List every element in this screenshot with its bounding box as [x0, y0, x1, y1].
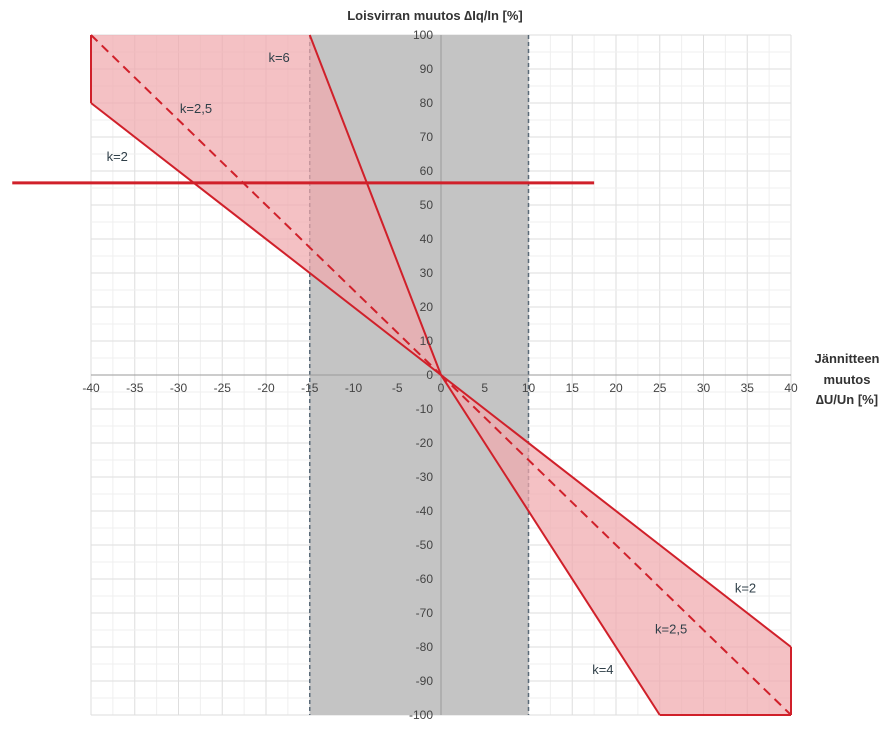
y-tick-label: -30	[416, 470, 434, 484]
annotation-label: k=2,5	[180, 101, 212, 116]
series-line-3	[90, 34, 442, 376]
x-tick-label: 0	[438, 381, 445, 395]
x-tick-label: -15	[301, 381, 319, 395]
x-tick-label: 5	[481, 381, 488, 395]
series-line-5	[440, 374, 661, 716]
annotations: k=6 k=2,5 k=2 k=2 k=2,5 k=4	[107, 50, 757, 677]
y-tick-label: -80	[416, 640, 434, 654]
x-tick-label: -35	[126, 381, 144, 395]
y-tick-label: 80	[420, 96, 434, 110]
y-tick-label: -60	[416, 572, 434, 586]
series-line-4	[440, 374, 792, 648]
y-tick-label: -40	[416, 504, 434, 518]
y-tick-label: 60	[420, 164, 434, 178]
x-tick-label: 15	[566, 381, 580, 395]
series-lines	[12, 34, 792, 716]
y-tick-label: 0	[426, 368, 433, 382]
annotation-label: k=2	[735, 581, 756, 596]
x-tick-label: 20	[609, 381, 623, 395]
y-tick-label: 40	[420, 232, 434, 246]
y-tick-label: -10	[416, 402, 434, 416]
y-tick-label: -100	[409, 708, 433, 722]
x-tick-label: 40	[784, 381, 798, 395]
x-tick-label: 35	[741, 381, 755, 395]
y-tick-label: 100	[413, 28, 433, 42]
tick-labels: -40 -35 -30 -25 -20 -15 -10 -5 0 5 10 15 20 25 30 35 40-…	[82, 28, 798, 722]
x-tick-label: -5	[392, 381, 403, 395]
x-tick-label: -25	[214, 381, 232, 395]
y-tick-label: -70	[416, 606, 434, 620]
annotation-label: k=2,5	[655, 621, 687, 636]
x-tick-label: -10	[345, 381, 363, 395]
series-line-2	[90, 102, 442, 376]
x-tick-label: -20	[257, 381, 275, 395]
x-tick-label: 30	[697, 381, 711, 395]
x-tick-label: -40	[82, 381, 100, 395]
y-tick-label: -50	[416, 538, 434, 552]
y-tick-label: 90	[420, 62, 434, 76]
annotation-label: k=4	[592, 662, 613, 677]
series-line-6	[440, 374, 792, 716]
x-axis-title-line-2: muutos	[824, 372, 871, 387]
x-tick-label: 10	[522, 381, 536, 395]
x-tick-label: 25	[653, 381, 667, 395]
annotation-label: k=2	[107, 149, 128, 164]
y-tick-label: -20	[416, 436, 434, 450]
annotation-label: k=6	[268, 50, 289, 65]
y-tick-label: 20	[420, 300, 434, 314]
y-tick-label: 10	[420, 334, 434, 348]
series-line-1	[308, 34, 442, 376]
x-tick-label: -30	[170, 381, 188, 395]
chart-title: Loisvirran muutos ∆Iq/In [%]	[347, 8, 523, 23]
y-tick-label: 70	[420, 130, 434, 144]
x-axis-title-line-3: ∆U/Un [%]	[816, 392, 878, 407]
y-tick-label: 50	[420, 198, 434, 212]
x-axis-title-line-1: Jännitteen	[814, 351, 879, 366]
y-tick-label: 30	[420, 266, 434, 280]
y-tick-label: -90	[416, 674, 434, 688]
